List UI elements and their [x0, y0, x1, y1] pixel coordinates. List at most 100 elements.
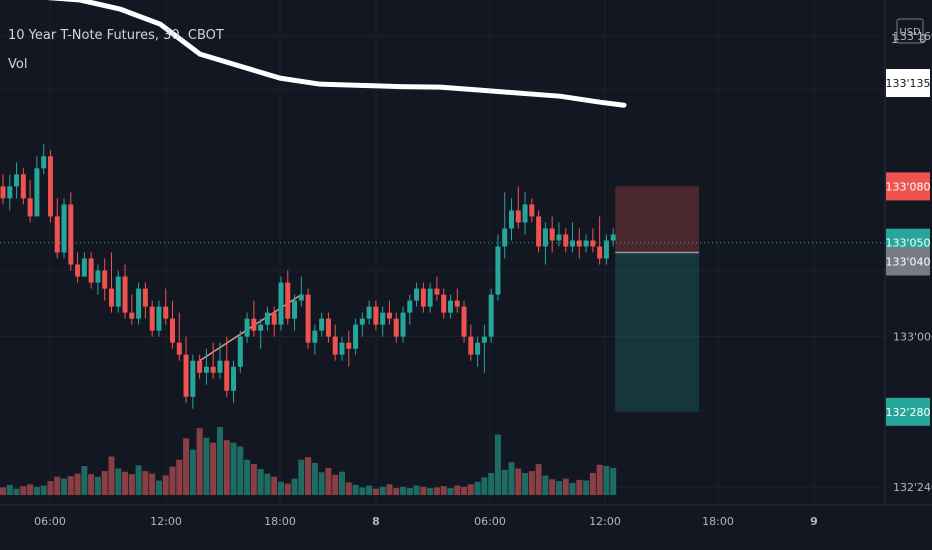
scale-top-label: 1: [891, 32, 899, 46]
volume-bar: [420, 486, 427, 495]
candle-body: [176, 342, 182, 355]
volume-bar: [149, 473, 156, 495]
candle: [312, 324, 318, 355]
candle-body: [41, 156, 47, 169]
candle-body: [373, 306, 379, 325]
price-tag: 133'135: [885, 69, 931, 98]
candle: [203, 348, 209, 385]
candle: [108, 252, 114, 313]
candle-body: [136, 288, 142, 319]
candle-body: [156, 306, 162, 331]
volume-bar: [223, 440, 230, 495]
y-tick-label: 133'160: [893, 30, 932, 43]
price-tag-bg: [886, 247, 930, 276]
volume-bar: [535, 464, 542, 495]
candle: [529, 198, 535, 223]
candle: [380, 306, 386, 337]
candle: [115, 270, 121, 313]
candle-body: [278, 282, 284, 325]
candle-body: [427, 288, 433, 307]
volume-bar: [20, 486, 27, 495]
volume-bar: [33, 486, 40, 495]
candle: [359, 312, 365, 337]
volume-bar: [569, 483, 576, 495]
candle: [251, 300, 257, 337]
volume-bar: [515, 468, 522, 495]
candle-body: [556, 234, 562, 241]
currency-badge[interactable]: USD: [896, 18, 924, 44]
volume-bar: [494, 434, 501, 495]
trend-line-segment[interactable]: [199, 293, 302, 362]
volume-bar: [366, 485, 373, 495]
candle-body: [509, 210, 514, 229]
candle: [224, 336, 230, 397]
volume-bar: [298, 459, 305, 495]
candle: [210, 342, 216, 379]
volume-bar: [67, 476, 74, 495]
volume-bar: [562, 478, 569, 495]
volume-bar: [277, 481, 284, 495]
volume-bar: [488, 472, 495, 495]
volume-bar: [522, 472, 529, 495]
candle: [610, 228, 616, 247]
volume-bar: [230, 442, 237, 495]
volume-bar: [440, 486, 447, 495]
candle-body: [183, 354, 189, 397]
candle: [264, 306, 270, 331]
candle: [603, 234, 609, 265]
target-zone[interactable]: [615, 252, 699, 412]
time-axis[interactable]: 06:00 12:00 18:00 8 06:00 12:00 18:00 9: [0, 504, 932, 528]
volume-bar: [74, 473, 81, 495]
candle-body: [488, 294, 494, 337]
candle: [386, 300, 392, 325]
candle-body: [298, 294, 304, 301]
price-tag-label: 133'080: [885, 180, 930, 193]
candle: [142, 282, 148, 319]
trend-line[interactable]: [199, 293, 302, 362]
position-tool[interactable]: [615, 186, 699, 412]
volume-bar: [583, 480, 590, 495]
candle-body: [420, 288, 426, 307]
volume-bar: [189, 449, 196, 495]
volume-bar: [13, 488, 20, 495]
candle-body: [142, 288, 148, 307]
candle-body: [95, 270, 101, 283]
candle: [34, 156, 40, 217]
candle-body: [576, 240, 582, 247]
candle-body: [468, 336, 474, 355]
candle-body: [414, 288, 420, 301]
currency-label: USD: [899, 27, 921, 38]
candle-body: [447, 300, 453, 313]
price-axis[interactable]: 133'160 133'000 132'240: [884, 0, 932, 505]
candle-body: [325, 318, 331, 337]
candle: [95, 264, 101, 295]
candle: [393, 312, 399, 343]
candle-body: [407, 300, 413, 313]
candle-body: [0, 186, 6, 199]
candle: [298, 276, 304, 307]
volume-bar: [603, 466, 610, 495]
candle-body: [454, 300, 460, 307]
candle-body: [217, 360, 223, 373]
candle: [434, 276, 440, 301]
candle-body: [47, 156, 53, 217]
volume-bar: [549, 479, 556, 495]
volume-bar: [352, 484, 359, 495]
stop-zone[interactable]: [615, 186, 699, 253]
volume-bar: [372, 488, 379, 495]
volume-bar: [284, 483, 291, 495]
candle-body: [264, 312, 270, 325]
candle-body: [115, 276, 121, 307]
candles: [0, 144, 616, 409]
candle: [332, 324, 338, 361]
volume-bar: [339, 471, 345, 495]
candle: [583, 234, 589, 253]
candle: [447, 294, 453, 319]
candle-body: [386, 312, 392, 319]
candle: [163, 288, 169, 325]
candle-body: [27, 198, 33, 217]
candle-body: [536, 216, 542, 247]
candle: [7, 174, 13, 211]
volume-bar: [467, 484, 474, 495]
